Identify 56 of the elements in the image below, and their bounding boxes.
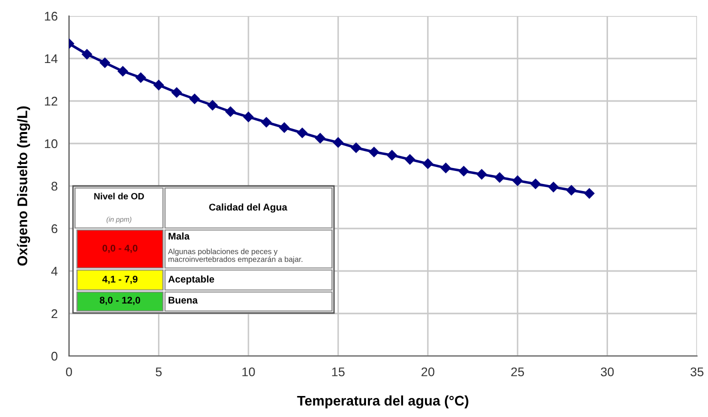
y-tick-label: 12: [44, 96, 58, 106]
point: [584, 188, 594, 199]
point: [368, 146, 380, 158]
x-tick-label: 0: [66, 367, 72, 376]
annotation: Calidad del Agua: [209, 203, 288, 213]
point: [136, 72, 146, 83]
point: [350, 142, 362, 153]
point: [315, 133, 326, 144]
point: [154, 80, 164, 90]
annotation: Mala: [168, 232, 190, 240]
annotation: 0,0 - 4,0: [102, 244, 138, 254]
point: [279, 122, 290, 133]
point: [207, 100, 218, 110]
annotation: Aceptable: [168, 275, 214, 285]
x-axis-title: Temperatura del agua (°C): [297, 395, 468, 408]
point: [189, 94, 200, 104]
x-tick-label: 20: [422, 367, 434, 376]
point: [548, 182, 559, 192]
annotation: 8,0 - 12,0: [100, 296, 140, 306]
point: [494, 172, 505, 183]
point: [172, 87, 182, 98]
point: [118, 66, 128, 76]
x-tick-label: 25: [511, 367, 524, 376]
y-tick-label: 8: [51, 182, 58, 191]
x-tick-label: 30: [600, 367, 614, 376]
point: [566, 185, 577, 196]
y-tick-label: 6: [52, 224, 58, 234]
y-tick-label: 16: [44, 12, 58, 21]
point: [243, 112, 254, 122]
point: [297, 128, 308, 138]
y-tick-label: 0: [51, 352, 58, 361]
y-tick-label: 14: [44, 54, 58, 64]
point: [82, 49, 92, 60]
point: [512, 176, 523, 186]
y-axis-title: Oxígeno Disuelto (mg/L): [16, 106, 30, 266]
annotation: 4,1 - 7,9: [102, 276, 138, 284]
point: [440, 162, 451, 174]
point: [261, 117, 272, 128]
point: [530, 178, 541, 189]
annotation: Nivel de OD: [94, 192, 144, 200]
x-tick-label: 35: [690, 367, 704, 376]
point: [100, 58, 110, 68]
x-tick-label: 10: [242, 367, 255, 376]
y-tick-label: 2: [52, 309, 58, 318]
annotation: Buena: [168, 296, 198, 304]
point: [422, 158, 433, 169]
y-tick-label: 10: [44, 139, 58, 148]
x-tick-label: 5: [156, 368, 162, 376]
point: [476, 169, 487, 180]
point: [225, 106, 236, 117]
y-tick-label: 4: [51, 266, 58, 276]
point: [458, 166, 469, 176]
point: [333, 137, 344, 148]
point: [404, 154, 416, 165]
x-tick-label: 15: [332, 368, 345, 376]
point: [386, 150, 398, 160]
